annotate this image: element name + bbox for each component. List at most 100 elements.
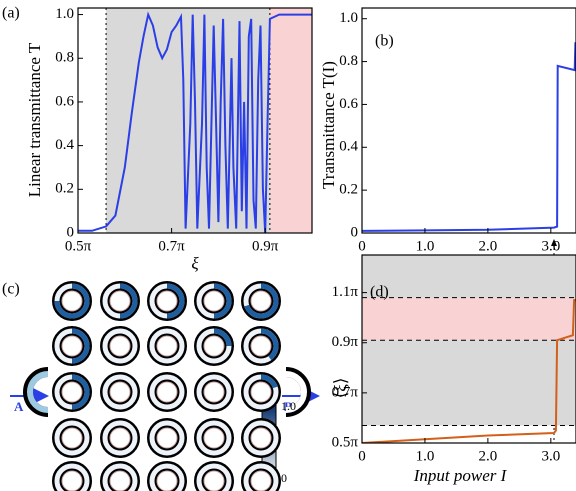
ring-hole xyxy=(250,427,272,449)
x-tick-label: 3.0 xyxy=(541,448,560,464)
y-tick-label: 0.8 xyxy=(339,53,358,69)
x-tick-label: 1.0 xyxy=(416,448,435,464)
plot-frame xyxy=(361,7,576,234)
chart-panel: 0.5π 0.7π 0.9π 1.1π 0 1.0 2.0 3.0 (d) ⟨ξ⟩ Input po… xyxy=(331,254,576,485)
ring-core xyxy=(54,420,90,456)
x-tick-label: 0 xyxy=(358,238,366,254)
ring-hole xyxy=(156,427,178,449)
colorbar-label: 1.0 xyxy=(281,399,296,413)
ring-hole xyxy=(250,470,272,491)
y-tick-label: 0.2 xyxy=(55,181,74,197)
x-tick-label: 2.0 xyxy=(479,448,498,464)
colorbar-label: 0 xyxy=(281,471,287,485)
coupler xyxy=(285,371,307,413)
ring-diagram: (c) A B 1.0 0 xyxy=(2,281,320,491)
y-tick-label: 0.8 xyxy=(55,50,74,66)
ring-hole xyxy=(61,381,83,403)
ring-core xyxy=(102,463,138,491)
y-tick-label: 0.4 xyxy=(55,137,74,153)
shaded-region xyxy=(269,8,312,233)
ring-hole xyxy=(203,290,225,312)
ring-intensity xyxy=(54,283,90,319)
ring-core xyxy=(243,420,279,456)
y-axis-label: ⟨ξ⟩ xyxy=(331,378,350,399)
ring-core xyxy=(102,420,138,456)
ring-core xyxy=(149,463,185,491)
y-tick-label: 0 xyxy=(351,224,359,240)
ring-core xyxy=(149,328,185,364)
y-tick-label: 1.0 xyxy=(339,10,358,26)
ring-hole xyxy=(61,335,83,357)
ring-core xyxy=(102,328,138,364)
x-tick-label: 0.7π xyxy=(158,238,185,254)
ring-hole xyxy=(109,381,131,403)
y-tick-label: 0.6 xyxy=(55,93,74,109)
x-tick-label: 2.0 xyxy=(479,238,498,254)
ring-hole xyxy=(250,290,272,312)
shaded-region xyxy=(362,340,576,426)
x-tick-label: 0.9π xyxy=(252,238,279,254)
ring-hole xyxy=(203,470,225,491)
ring-intensity xyxy=(71,374,90,410)
output-label: B xyxy=(284,399,293,414)
ring-hole xyxy=(109,335,131,357)
ring-intensity xyxy=(244,283,279,319)
plot-frame xyxy=(361,254,576,444)
ring-hole xyxy=(250,381,272,403)
y-tick-label: 0.4 xyxy=(339,139,358,155)
coupler xyxy=(27,371,49,413)
ring-intensity xyxy=(166,283,185,319)
data-line xyxy=(362,299,576,443)
ring-hole xyxy=(61,470,83,491)
y-tick-label: 0.7π xyxy=(332,384,359,400)
ring-hole xyxy=(156,290,178,312)
shaded-region xyxy=(362,255,576,298)
chart-panel: 0 0.2 0.4 0.6 0.8 1.0 0 1.0 2.0 3.0 (b) Transmittan… xyxy=(319,7,576,254)
x-tick-label: 3.0 xyxy=(541,238,560,254)
ring-intensity xyxy=(71,328,90,364)
y-tick-label: 0.2 xyxy=(339,182,358,198)
plot-frame xyxy=(77,7,313,234)
ring-core xyxy=(149,374,185,410)
ring-core xyxy=(196,374,232,410)
ring-core xyxy=(196,463,232,491)
ring-core xyxy=(243,463,279,491)
y-tick-label: 0.6 xyxy=(339,96,358,112)
x-tick-label: 1.0 xyxy=(416,238,435,254)
ring-core xyxy=(149,420,185,456)
panel-label: (c) xyxy=(2,281,20,298)
shaded-region xyxy=(362,297,576,341)
ring-hole xyxy=(61,427,83,449)
ring-hole xyxy=(250,335,272,357)
x-axis-label: Input power I xyxy=(413,466,508,485)
ring-hole xyxy=(61,290,83,312)
ring-intensity xyxy=(213,328,232,347)
ring-hole xyxy=(203,381,225,403)
panel-label: (b) xyxy=(375,33,394,50)
chart-panel: 0 0.2 0.4 0.6 0.8 1.0 0.5π 0.7π 0.9π (a) Linear tr… xyxy=(2,5,313,273)
x-axis-label: ξ xyxy=(191,254,199,273)
panel-label: (d) xyxy=(370,284,389,301)
ring-hole xyxy=(109,470,131,491)
ring-intensity xyxy=(260,328,279,361)
y-tick-label: 1.1π xyxy=(332,284,359,300)
x-tick-label: 0.5π xyxy=(65,238,92,254)
y-tick-label: 0.5π xyxy=(332,434,359,450)
y-tick-label: 1.0 xyxy=(55,6,74,22)
panel-label: (a) xyxy=(2,5,20,22)
ring-hole xyxy=(156,335,178,357)
y-tick-label: 0 xyxy=(67,224,75,240)
ring-hole xyxy=(203,427,225,449)
ring-intensity xyxy=(213,283,232,319)
data-line xyxy=(362,42,576,232)
ring-hole xyxy=(156,381,178,403)
ring-hole xyxy=(109,427,131,449)
ring-core xyxy=(102,374,138,410)
y-axis-label: Linear transmittance T xyxy=(25,42,44,197)
y-axis-label: Transmittance T(I) xyxy=(319,61,338,189)
ring-intensity xyxy=(260,374,278,389)
input-label: A xyxy=(14,399,24,414)
ring-hole xyxy=(156,470,178,491)
ring-core xyxy=(54,463,90,491)
